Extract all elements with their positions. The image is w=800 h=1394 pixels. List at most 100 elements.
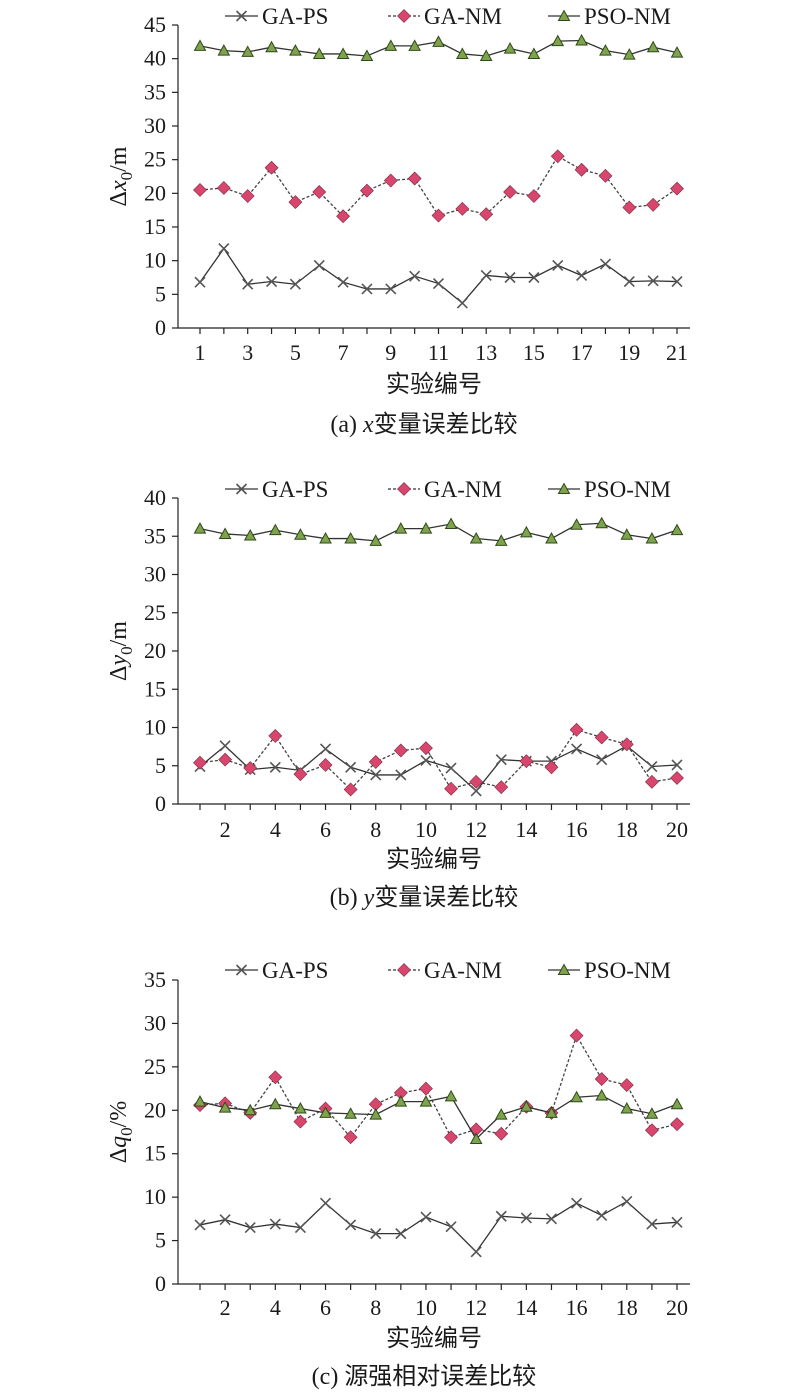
data-point xyxy=(545,532,558,544)
y-label-sub: 0 xyxy=(117,646,136,655)
x-tick-label: 14 xyxy=(515,1295,537,1320)
chart-panel-q-error: 0 5 10 15 20 25 30 35 2 4 6 8 10 12 14 16 18 20 GA-PS GA-NM… xyxy=(106,958,690,1390)
data-point xyxy=(193,522,207,534)
data-point xyxy=(594,1072,609,1086)
data-point xyxy=(569,1028,584,1043)
series-line xyxy=(199,522,678,542)
caption-prefix: (a) xyxy=(330,412,363,438)
legend-label: PSO-NM xyxy=(584,477,671,502)
y-label-unit: /% xyxy=(106,1101,132,1128)
data-point xyxy=(431,208,446,223)
legend-marker xyxy=(557,482,571,494)
legend-marker xyxy=(235,964,248,976)
series-ga-ps xyxy=(194,242,683,309)
data-point xyxy=(419,522,433,534)
data-point xyxy=(394,522,408,534)
x-tick-label: 12 xyxy=(465,817,487,842)
axes xyxy=(177,498,690,805)
y-tick-label: 25 xyxy=(144,1054,166,1079)
data-point xyxy=(218,1101,232,1113)
legend-label: PSO-NM xyxy=(584,958,671,983)
data-point xyxy=(671,275,683,288)
data-point xyxy=(445,1221,457,1233)
legend-entry: PSO-NM xyxy=(548,4,671,29)
legend-marker xyxy=(397,482,411,496)
y-tick-label: 0 xyxy=(155,1271,166,1296)
data-point xyxy=(407,171,422,186)
x-tick-label: 13 xyxy=(475,340,497,365)
data-point xyxy=(409,270,421,282)
x-tick-label: 4 xyxy=(270,817,281,842)
legend-marker xyxy=(397,963,411,977)
y-tick-label: 10 xyxy=(144,1184,166,1209)
series-pso-nm xyxy=(193,1088,684,1144)
y-tick-label: 5 xyxy=(155,281,166,306)
data-point xyxy=(596,754,608,766)
data-point xyxy=(318,758,333,772)
data-point xyxy=(217,44,231,56)
data-point xyxy=(479,49,493,61)
x-tick-label: 1 xyxy=(195,340,206,365)
y-tick-label: 20 xyxy=(144,638,166,663)
data-point xyxy=(469,774,484,789)
data-point xyxy=(288,195,303,210)
data-point xyxy=(337,276,349,288)
data-point xyxy=(336,209,351,224)
data-point xyxy=(575,33,588,46)
data-point xyxy=(598,168,613,183)
data-point xyxy=(646,1218,658,1230)
legend-entry: GA-NM xyxy=(388,958,502,983)
data-point xyxy=(571,743,583,755)
data-point xyxy=(345,761,357,773)
series-line xyxy=(199,1094,678,1140)
data-point xyxy=(313,259,325,271)
data-point xyxy=(268,523,282,536)
data-point xyxy=(595,516,609,529)
data-point xyxy=(360,183,374,198)
x-tick-label: 21 xyxy=(666,340,688,365)
data-point xyxy=(620,1102,634,1114)
y-label-var: q xyxy=(106,1136,132,1148)
data-point xyxy=(264,160,279,175)
x-tick-label: 15 xyxy=(523,340,545,365)
x-tick-label: 18 xyxy=(616,817,638,842)
legend-label: GA-PS xyxy=(262,4,328,29)
legend-label: PSO-NM xyxy=(584,4,671,29)
data-point xyxy=(495,754,507,766)
data-point xyxy=(551,34,565,47)
y-tick-label: 35 xyxy=(144,967,166,992)
data-point xyxy=(289,278,301,290)
data-point xyxy=(545,1213,558,1225)
data-point xyxy=(408,39,421,51)
data-point xyxy=(193,183,207,197)
caption-var: y xyxy=(362,885,375,911)
data-point xyxy=(420,754,432,766)
data-point xyxy=(599,44,612,56)
series-line xyxy=(199,1034,678,1139)
data-point xyxy=(570,518,583,530)
data-point xyxy=(243,761,258,775)
data-point xyxy=(384,39,398,51)
y-tick-label: 10 xyxy=(144,248,166,273)
data-point xyxy=(622,48,636,60)
caption-text: 源强相对误差比较 xyxy=(344,1363,536,1390)
data-point xyxy=(319,1197,332,1209)
data-point xyxy=(645,532,659,544)
data-point xyxy=(265,275,278,288)
panel-caption: (c) 源强相对误差比较 xyxy=(312,1363,537,1390)
data-point xyxy=(419,1081,433,1096)
y-tick-label: 35 xyxy=(144,523,166,548)
data-point xyxy=(370,769,382,781)
data-point xyxy=(294,1102,307,1114)
data-point xyxy=(644,1123,659,1138)
caption-prefix: (c) xyxy=(312,1364,345,1390)
data-point xyxy=(503,42,517,54)
data-point xyxy=(550,149,565,164)
legend-label: GA-PS xyxy=(262,958,328,983)
y-label-unit: /m xyxy=(106,146,132,172)
data-point xyxy=(527,47,541,59)
series-line xyxy=(199,744,678,792)
data-point xyxy=(456,297,468,309)
data-point xyxy=(241,45,255,57)
x-tick-label: 6 xyxy=(320,1295,331,1320)
